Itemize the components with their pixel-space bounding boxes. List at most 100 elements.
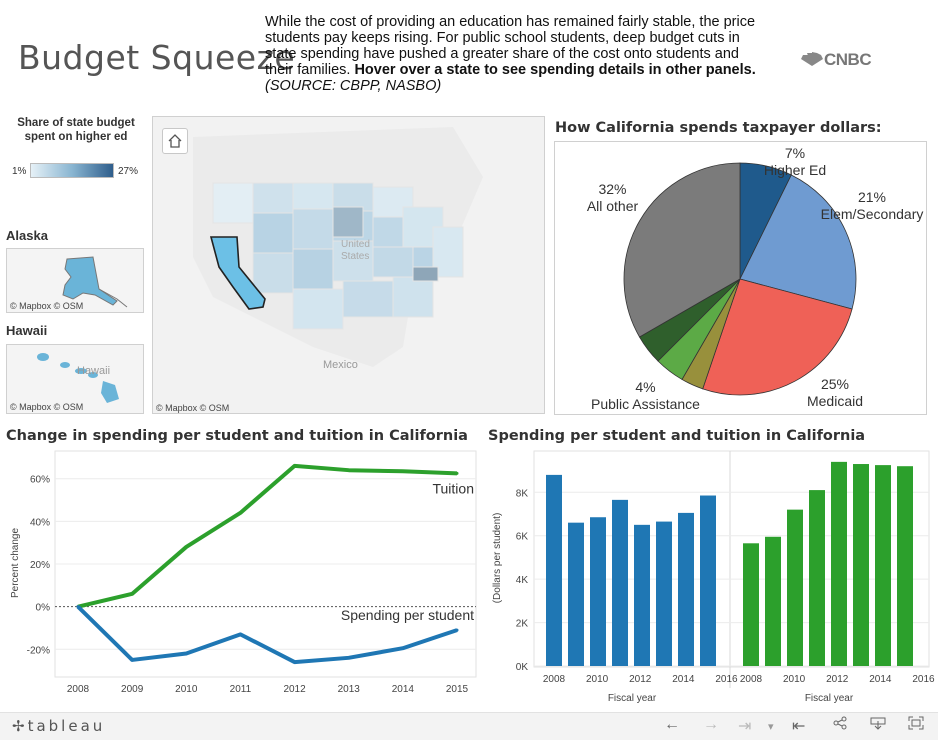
line-point[interactable] <box>293 464 296 467</box>
line-xtick-label: 2012 <box>283 684 306 695</box>
line-point[interactable] <box>293 661 296 664</box>
pie-label-elem-pct: 21% <box>858 189 886 205</box>
redo-button[interactable]: → <box>703 716 719 734</box>
bar-xtick-label: 2008 <box>543 674 566 685</box>
line-xtick-label: 2010 <box>175 684 198 695</box>
line-chart[interactable]: Percent change 60% 40% 20% 0% -20% 2008 2009 2… <box>0 450 478 708</box>
bar-xtick-label: 2012 <box>629 674 652 685</box>
line-point[interactable] <box>131 658 134 661</box>
tableau-logo[interactable]: ✢tableau <box>12 717 105 735</box>
share-button[interactable] <box>833 716 847 735</box>
fullscreen-icon <box>908 716 924 730</box>
bar-tuition[interactable] <box>787 510 803 666</box>
pie-label-all-other: 32% All other <box>580 181 645 215</box>
map-home-button[interactable] <box>162 128 188 154</box>
pie-label-higher-ed: 7% Higher Ed <box>760 145 830 179</box>
download-button[interactable] <box>870 716 886 735</box>
line-ytick-label: 40% <box>30 517 50 528</box>
bar-spending[interactable] <box>700 496 716 666</box>
pie-label-all-other-name: All other <box>587 198 638 214</box>
pie-label-higher-ed-pct: 7% <box>785 145 805 161</box>
pie-label-medicaid-name: Medicaid <box>807 393 863 409</box>
bar-spending[interactable] <box>656 522 672 666</box>
line-xtick-label: 2015 <box>446 684 469 695</box>
alaska-attribution[interactable]: © Mapbox © OSM <box>10 301 83 311</box>
bar-xlabel-left: Fiscal year <box>608 693 657 704</box>
line-ytick-label: -20% <box>27 645 50 656</box>
line-point[interactable] <box>239 511 242 514</box>
bar-xtick-label: 2016 <box>715 674 738 685</box>
line-xtick-label: 2011 <box>230 684 252 695</box>
bar-tuition[interactable] <box>743 543 759 666</box>
pie-label-all-other-pct: 32% <box>598 181 626 197</box>
line-point[interactable] <box>77 605 80 608</box>
bar-xtick-label: 2010 <box>586 674 609 685</box>
revert-button[interactable]: ⇥ <box>738 716 751 736</box>
bar-tuition[interactable] <box>831 462 847 666</box>
bar-xtick-label: 2012 <box>826 674 849 685</box>
fullscreen-button[interactable] <box>908 716 924 735</box>
line-series-label: Spending per student <box>341 607 474 623</box>
intro-hover-hint: Hover over a state to see spending detai… <box>354 62 755 78</box>
line-point[interactable] <box>456 629 459 632</box>
bar-ytick-label: 6K <box>516 532 529 543</box>
mexico-label: Mexico <box>323 359 358 371</box>
bar-spending[interactable] <box>590 517 606 666</box>
line-point[interactable] <box>401 647 404 650</box>
bar-ytick-label: 2K <box>516 619 529 630</box>
legend-max: 27% <box>118 166 138 177</box>
bar-spending[interactable] <box>678 513 694 666</box>
home-icon <box>168 134 182 148</box>
bar-tuition[interactable] <box>765 537 781 666</box>
bar-ytick-label: 4K <box>516 575 529 586</box>
line-point[interactable] <box>131 592 134 595</box>
revert-dropdown[interactable]: ▾ <box>768 720 774 733</box>
bar-spending[interactable] <box>546 475 562 666</box>
legend-title-line1: Share of state budget <box>17 117 135 129</box>
bar-xtick-label: 2008 <box>740 674 763 685</box>
line-point[interactable] <box>456 472 459 475</box>
line-point[interactable] <box>239 633 242 636</box>
bar-ylabel: (Dollars per student) <box>492 513 503 604</box>
line-point[interactable] <box>401 470 404 473</box>
line-series-tuition[interactable] <box>78 466 457 607</box>
us-map[interactable]: United States Mexico © Mapbox © OSM <box>152 116 545 414</box>
bar-tuition[interactable] <box>875 465 891 666</box>
pie-label-elem-name: Elem/Secondary <box>821 206 924 222</box>
line-ytick-label: 20% <box>30 560 50 571</box>
bar-tuition[interactable] <box>853 464 869 666</box>
bar-xlabel-right: Fiscal year <box>805 693 854 704</box>
bar-chart-title: Spending per student and tuition in Cali… <box>488 428 865 444</box>
hawaii-map[interactable]: Hawaii © Mapbox © OSM <box>6 344 144 414</box>
line-ytick-label: 60% <box>30 475 50 486</box>
pie-panel: 7% Higher Ed 21% Elem/Secondary 25% Medi… <box>554 141 927 415</box>
bar-spending[interactable] <box>634 525 650 666</box>
share-icon <box>833 716 847 730</box>
tableau-plus-icon: ✢ <box>12 717 28 735</box>
pie-label-public-assistance-pct: 4% <box>635 379 655 395</box>
us-label-1: United <box>341 239 370 250</box>
line-ylabel: Percent change <box>10 528 21 598</box>
undo-button[interactable]: ← <box>664 716 680 734</box>
line-chart-title: Change in spending per student and tuiti… <box>6 428 468 444</box>
legend-min: 1% <box>12 166 26 177</box>
bar-tuition[interactable] <box>809 490 825 666</box>
pie-label-public-assistance: 4% Public Assistance <box>583 379 708 413</box>
tableau-brand: tableau <box>28 717 106 735</box>
us-map-canvas[interactable]: United States Mexico <box>153 117 545 414</box>
hawaii-attribution[interactable]: © Mapbox © OSM <box>10 402 83 412</box>
hawaii-label: Hawaii <box>6 323 47 338</box>
reset-button[interactable]: ⇤ <box>792 716 805 736</box>
line-point[interactable] <box>185 652 188 655</box>
bar-spending[interactable] <box>612 500 628 666</box>
map-attribution[interactable]: © Mapbox © OSM <box>156 403 229 413</box>
bar-ytick-label: 8K <box>516 488 529 499</box>
alaska-map[interactable]: © Mapbox © OSM <box>6 248 144 313</box>
line-point[interactable] <box>347 656 350 659</box>
line-point[interactable] <box>185 545 188 548</box>
bar-chart[interactable]: (Dollars per student) Fiscal year Fiscal… <box>484 450 936 708</box>
bar-tuition[interactable] <box>897 466 913 666</box>
bar-xtick-label: 2014 <box>869 674 892 685</box>
bar-spending[interactable] <box>568 523 584 666</box>
line-point[interactable] <box>347 469 350 472</box>
